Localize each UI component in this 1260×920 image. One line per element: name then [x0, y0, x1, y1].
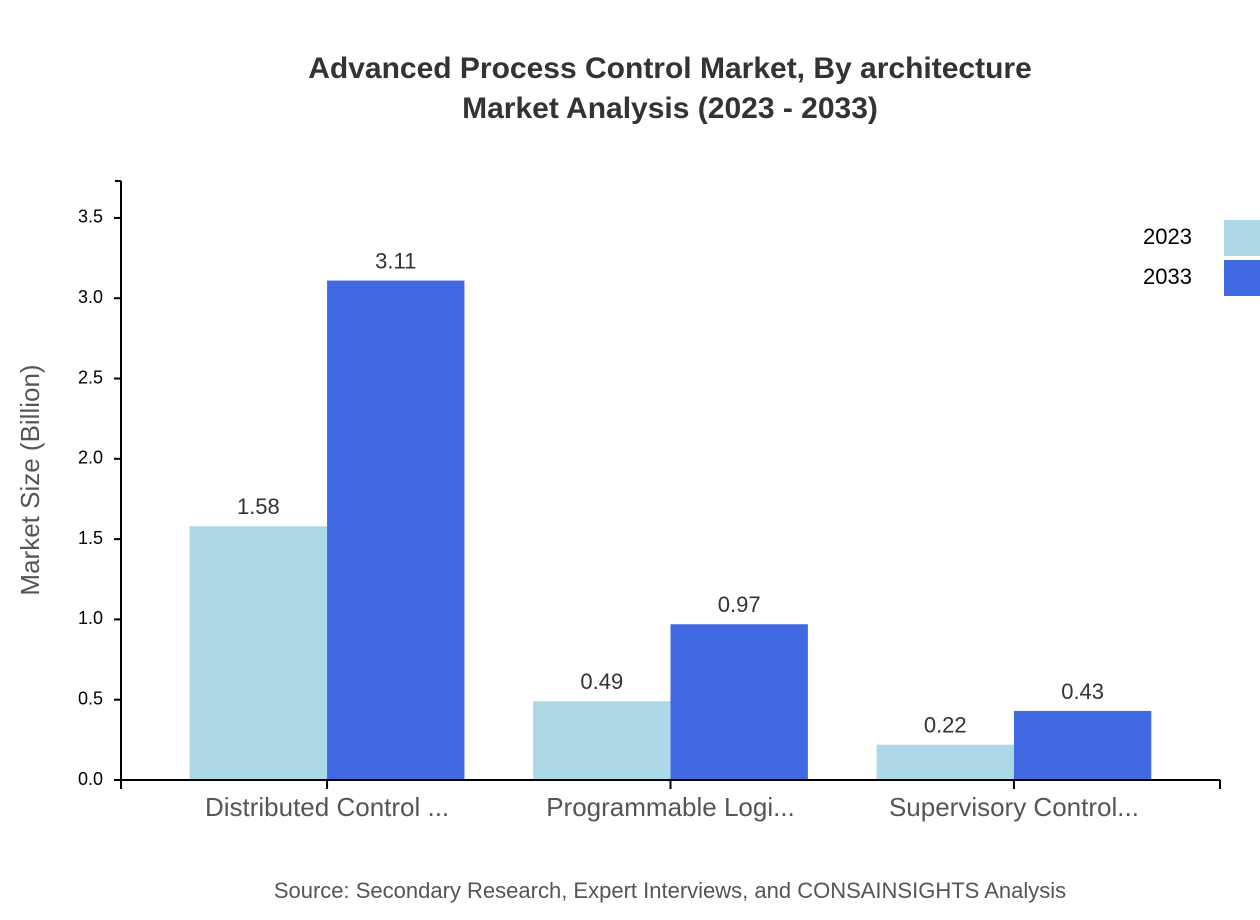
chart-title: Advanced Process Control Market, By arch… — [308, 52, 1032, 85]
value-label: 1.58 — [237, 494, 280, 519]
y-tick-label: 2.5 — [78, 367, 103, 387]
value-label: 3.11 — [375, 248, 416, 273]
bar — [670, 624, 808, 780]
legend-swatch — [1224, 220, 1260, 256]
y-tick-label: 1.0 — [78, 608, 103, 628]
y-tick-label: 3.5 — [78, 207, 103, 227]
bar — [1013, 710, 1152, 780]
y-tick-label: 0.0 — [78, 769, 103, 789]
bar — [533, 701, 671, 780]
bar — [876, 744, 1014, 780]
legend-swatch — [1224, 260, 1260, 296]
bar — [327, 280, 465, 780]
y-tick-label: 2.0 — [78, 448, 103, 468]
y-tick-label: 3.0 — [78, 287, 103, 307]
value-label: 0.22 — [924, 712, 967, 737]
y-tick-label: 1.5 — [78, 528, 103, 548]
y-axis-title: Market Size (Billion) — [15, 364, 45, 595]
x-tick-label: Distributed Control ... — [205, 792, 449, 822]
x-tick-label: Programmable Logi... — [546, 792, 795, 822]
legend-label: 2033 — [1143, 264, 1192, 289]
bar — [189, 526, 328, 780]
value-label: 0.43 — [1061, 679, 1104, 704]
y-tick-label: 0.5 — [78, 688, 103, 708]
x-tick-label: Supervisory Control... — [889, 792, 1139, 822]
value-label: 0.97 — [718, 592, 761, 617]
legend-label: 2023 — [1143, 224, 1192, 249]
chart-subtitle: Market Analysis (2023 - 2033) — [462, 92, 878, 125]
value-label: 0.49 — [580, 669, 623, 694]
source-note: Source: Secondary Research, Expert Inter… — [274, 878, 1066, 903]
